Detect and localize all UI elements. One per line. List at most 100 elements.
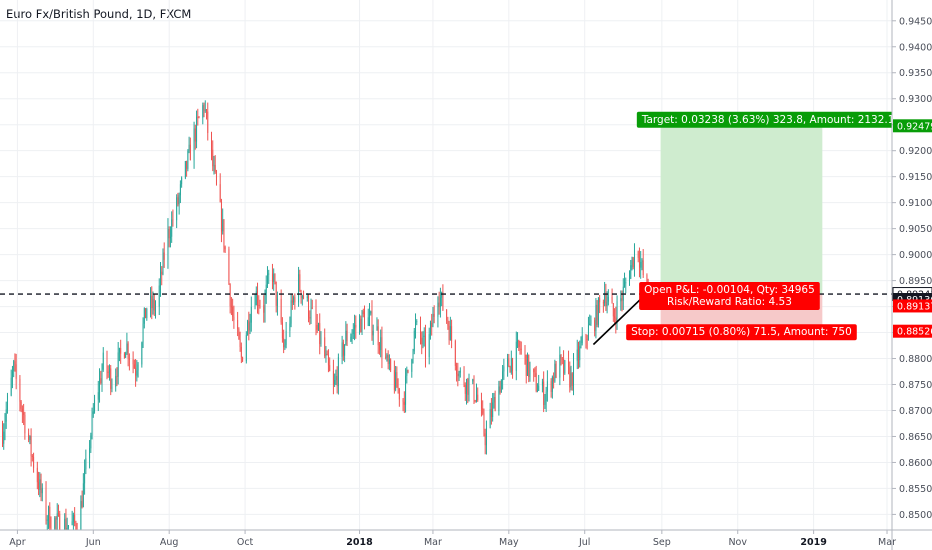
candle-up [11, 371, 13, 378]
stop-price-tag-background [893, 324, 932, 338]
candle-down [50, 527, 52, 529]
candle-down [464, 384, 466, 394]
candle-down [637, 251, 639, 258]
candle-down [520, 348, 522, 350]
target-label-background [636, 111, 907, 128]
candle-down [512, 358, 514, 371]
candle-down [30, 435, 32, 456]
candle-down [107, 371, 109, 373]
candle-down [291, 300, 293, 303]
candle-up [411, 359, 413, 372]
candle-down [294, 297, 296, 303]
candle-up [468, 381, 470, 395]
candle-up [544, 401, 546, 405]
candle-down [2, 431, 3, 444]
candle-up [247, 321, 249, 336]
candle-up [545, 391, 547, 402]
candle-up [99, 378, 100, 393]
candle-down [525, 354, 527, 376]
candle-up [380, 337, 382, 351]
candle-down [189, 144, 191, 161]
candle-up [503, 366, 505, 372]
candle-up [97, 392, 99, 400]
candle-up [102, 352, 104, 370]
candle-up [142, 323, 144, 343]
candle-up [193, 128, 195, 161]
candle-down [110, 368, 112, 389]
candle-down [257, 291, 258, 305]
pnl-label-text: Risk/Reward Ratio: 4.53 [667, 296, 792, 308]
candle-up [466, 379, 467, 394]
candle-down [28, 433, 30, 440]
candle-up [458, 372, 460, 377]
time-tick-label: Apr [9, 537, 26, 548]
candle-up [158, 285, 160, 307]
candle-down [133, 364, 135, 369]
candle-up [117, 352, 119, 377]
candle-up [89, 448, 91, 459]
candle-down [31, 455, 33, 457]
pnl-price-tag-text: 0.89137 [897, 301, 932, 312]
candle-down [20, 401, 22, 409]
candle-up [136, 370, 138, 376]
candle-down [425, 335, 426, 357]
candle-up [268, 273, 270, 275]
stop-label-background [626, 324, 857, 341]
candle-up [604, 293, 606, 304]
pnl-label-background [639, 282, 820, 311]
candle-down [219, 184, 221, 202]
candle-up [84, 469, 86, 484]
candle-down [381, 337, 383, 357]
position-labels: Target: 0.03238 (3.63%) 323.8, Amount: 2… [626, 111, 907, 341]
candle-up [109, 368, 110, 373]
candle-up [412, 351, 414, 360]
candle-down [448, 325, 450, 341]
candle-up [92, 411, 94, 415]
candle-down [494, 397, 496, 412]
candle-up [273, 273, 275, 282]
candle-up [298, 274, 300, 303]
candle-down [177, 197, 179, 205]
candle-down [612, 303, 614, 317]
candle-up [301, 295, 303, 299]
candle-up [616, 301, 618, 324]
time-tick-label: Sep [653, 537, 671, 548]
candle-up [546, 381, 548, 392]
candle-up [607, 296, 609, 302]
candle-down [324, 337, 326, 357]
candle-down [543, 381, 545, 405]
time-tick-label: Mar [424, 537, 442, 548]
candle-up [255, 291, 257, 306]
candle-down [614, 316, 616, 318]
candle-down [420, 321, 421, 338]
candle-up [515, 341, 517, 371]
candle-down [390, 359, 392, 371]
candle-up [85, 458, 87, 470]
target-zone [660, 125, 823, 295]
candle-up [576, 349, 578, 361]
candle-down [534, 372, 536, 374]
candle-down [605, 293, 607, 307]
candle-down [116, 375, 118, 377]
candle-down [585, 335, 587, 339]
candle-down [145, 308, 147, 319]
candle-up [64, 518, 66, 538]
target-price-tag: 0.92479 [893, 119, 932, 133]
candle-up [517, 340, 519, 342]
candle-up [155, 306, 156, 311]
candle-down [451, 326, 453, 341]
time-tick-label: May [499, 537, 519, 548]
candle-down [194, 128, 196, 142]
candle-up [372, 330, 374, 336]
candle-up [629, 278, 630, 283]
candle-up [597, 298, 599, 325]
candle-down [36, 467, 38, 483]
candle-down [550, 381, 552, 392]
candle-up [361, 311, 363, 333]
candle-down [553, 376, 555, 382]
